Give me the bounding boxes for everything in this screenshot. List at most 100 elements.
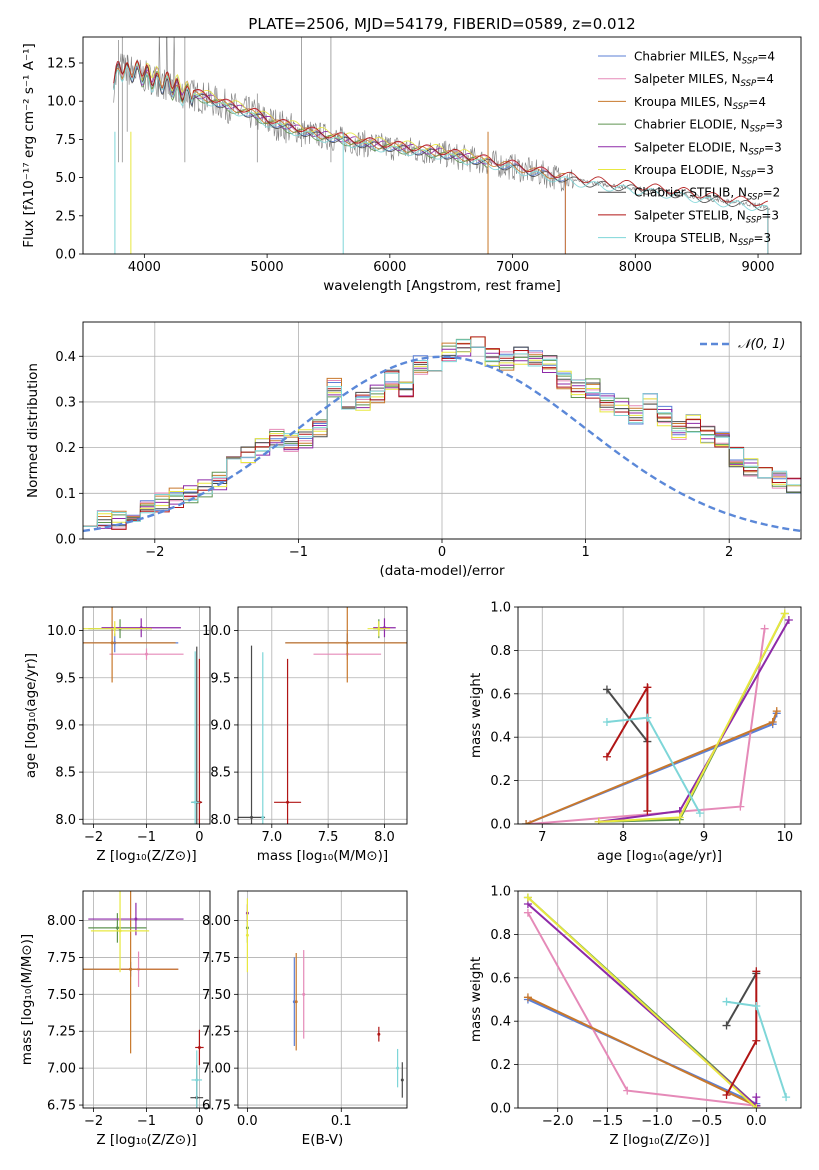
x-axis-label: E(B-V) [302,1132,344,1148]
y-tick-label: 0.6 [490,971,511,986]
x-tick-label: 2 [725,545,733,560]
y-tick-label: 0.3 [55,395,76,410]
plus-marker [602,752,611,761]
model-spectrum-line [131,62,489,161]
x-tick-label: −2 [145,545,164,560]
plus-marker [523,893,532,902]
y-tick-label: 0.4 [490,731,511,746]
legend-label-sub: SSP [741,170,757,180]
legend-label-base: Chabrier ELODIE, N [634,118,750,132]
x-tick-label: −1 [137,1114,156,1129]
residual-histogram [83,336,801,527]
x-tick-label: 5000 [251,260,284,275]
y-tick-label: 8.0 [210,813,231,828]
legend-label-tail: =2 [763,186,781,200]
y-axis-label: mass [log₁₀(M/M⊙)] [19,934,35,1065]
x-tick-label: 8.0 [374,830,395,845]
spectrum-plot-area [113,37,771,254]
mass-weight-line [725,971,758,1096]
y-tick-label: 0.2 [55,441,76,456]
model-spectrum-line [131,64,489,169]
legend-label-base: Kroupa MILES, N [634,95,733,109]
y-tick-label: 0.0 [55,533,76,548]
y-tick-label: 7.50 [47,988,76,1003]
legend-label: Salpeter ELODIE, NSSP=3 [634,140,782,157]
residual-histogram [83,339,801,527]
y-tick-label: 8.00 [47,914,76,929]
data-point [294,1000,298,1004]
model-spectrum-line [113,59,566,179]
x-tick-label: 7.5 [318,830,339,845]
x-tick-label: −1 [289,545,308,560]
y-tick-label: 7.25 [47,1025,76,1040]
x-tick-label: 0 [195,1114,203,1129]
data-point [129,967,133,971]
x-tick-label: −2 [84,830,103,845]
y-tick-label: 8.5 [210,766,231,781]
y-tick-label: 0.4 [490,1015,511,1030]
legend-label-base: Kroupa ELODIE, N [634,163,741,177]
gaussian-curve [83,355,801,533]
x-axis-label: (data-model)/error [379,563,505,579]
plus-marker [722,1090,731,1099]
y-tick-label: 7.25 [202,1025,231,1040]
mass-weight-line [527,896,757,1108]
x-tick-label: 1 [581,545,589,560]
plus-marker [643,683,652,692]
y-axis-label: age [log₁₀(age/yr)] [23,653,39,778]
mass-weight-line [725,973,758,1026]
legend-label-tail: =3 [764,140,782,154]
plus-marker [594,817,603,824]
x-tick-label: 0 [195,830,203,845]
legend-label: Salpeter MILES, NSSP=4 [634,72,774,89]
data-point [377,1032,381,1036]
x-tick-label: 7 [538,830,546,845]
data-point [250,815,254,819]
x-tick-label: −1 [137,830,156,845]
legend-label-tail: =4 [757,50,775,64]
plus-marker [752,967,761,976]
legend-label: Kroupa ELODIE, NSSP=3 [634,163,774,180]
model-spectrum-line [113,60,769,207]
plus-marker [768,718,777,727]
plus-marker [782,1093,791,1102]
y-tick-label: 1.0 [490,601,511,616]
x-axis-label: mass [log₁₀(M/M⊙)] [257,848,388,864]
x-tick-label: −2 [84,1114,103,1129]
x-tick-label: −0.5 [691,1114,723,1129]
plus-marker [752,1093,761,1102]
massweight_vs_Z-frame [517,890,802,1109]
y-tick-label: 0.0 [490,818,511,833]
age_vs_Z-plot-area [83,607,203,824]
y-tick-label: 7.75 [202,951,231,966]
y-tick-label: 7.5 [55,133,76,148]
y-tick-label: 0.1 [55,487,76,502]
legend-label-base: Kroupa STELIB, N [634,231,738,245]
data-point [261,815,265,819]
x-axis-label: Z [log₁₀(Z/Z⊙)] [96,1132,196,1148]
plus-marker [602,685,611,694]
mass-weight-line [606,688,649,743]
y-axis-label: Flux [fλ10⁻¹⁷ erg cm⁻² s⁻¹ A⁻¹] [21,43,37,248]
y-tick-label: 7.00 [47,1062,76,1077]
plus-marker [722,997,731,1006]
data-point [345,641,349,645]
plus-marker [772,707,781,716]
massweight_vs_Z-plot-area [523,893,791,1108]
y-tick-label: 8.0 [55,813,76,828]
y-tick-label: 0.2 [490,1058,511,1073]
plus-marker [695,809,704,818]
y-tick-label: 6.75 [202,1099,231,1114]
legend-label: Chabrier STELIB, NSSP=2 [634,186,780,203]
y-tick-label: 5.0 [55,171,76,186]
y-tick-label: 9.5 [210,671,231,686]
plus-marker [623,1086,632,1095]
plus-marker [522,820,531,824]
y-tick-label: 0.6 [490,687,511,702]
data-point [134,917,138,921]
x-axis-label: age [log₁₀(age/yr)] [597,848,722,864]
massweight_vs_age-plot-area [522,609,793,824]
plus-marker [523,993,532,1002]
data-point [400,1078,404,1082]
